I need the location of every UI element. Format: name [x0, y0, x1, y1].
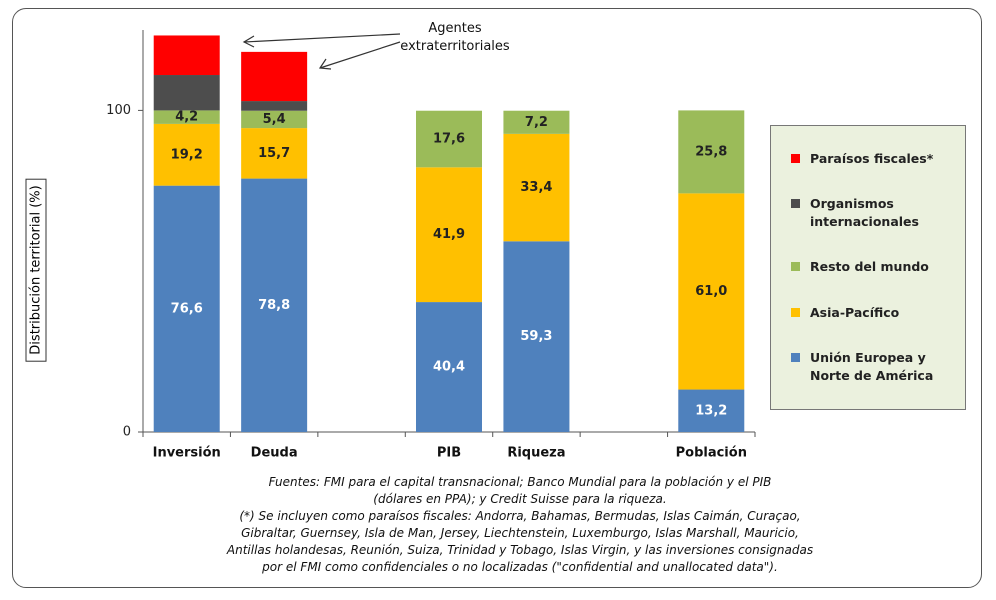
data-label: 5,4 — [263, 112, 286, 127]
data-label: 59,3 — [520, 329, 552, 344]
bar-segment — [416, 167, 482, 303]
data-label: 13,2 — [695, 403, 727, 418]
legend-item: Paraísos fiscales* — [779, 150, 957, 168]
x-tick-label: PIB — [437, 446, 461, 461]
data-label: 40,4 — [433, 360, 465, 375]
legend-item: Unión Europea y Norte de América — [779, 349, 957, 385]
bar-segment — [241, 101, 308, 111]
y-tick-label: 0 — [123, 425, 131, 440]
data-label: 76,6 — [171, 301, 203, 316]
legend-label: Resto del mundo — [810, 259, 929, 275]
bar-segment — [678, 193, 745, 390]
data-label: 7,2 — [525, 115, 548, 130]
legend: Paraísos fiscales* Organismos internacion… — [770, 125, 966, 410]
bar-segment — [153, 123, 220, 186]
bar-segment — [241, 51, 308, 102]
note-line: (*) Se incluyen como paraísos fiscales: … — [239, 509, 801, 523]
legend-swatch — [791, 262, 800, 272]
legend-label: Unión Europea y Norte de América — [810, 350, 934, 384]
legend-item: Asia-Pacífico — [779, 304, 957, 322]
data-label: 33,4 — [520, 180, 552, 195]
note-line: Antillas holandesas, Reunión, Suiza, Tri… — [226, 543, 814, 557]
bar-segment — [678, 110, 745, 194]
bar-segment — [503, 241, 570, 432]
legend-label: Organismos internacionales — [810, 196, 919, 230]
legend-swatch — [791, 199, 800, 209]
data-label: 4,2 — [175, 110, 198, 125]
bar-segment — [241, 178, 308, 432]
bar-segment — [241, 128, 308, 179]
notes: Fuentes: FMI para el capital transnacion… — [130, 474, 910, 576]
annotation-arrows — [242, 33, 401, 70]
x-tick-label: Deuda — [251, 446, 298, 461]
legend-item: Resto del mundo — [779, 258, 957, 276]
note-line: por el FMI como confidenciales o no loca… — [262, 560, 778, 574]
data-label: 61,0 — [695, 284, 727, 299]
bar-segment — [153, 35, 220, 76]
data-label: 19,2 — [171, 147, 203, 162]
x-tick-label: Inversión — [153, 446, 221, 461]
legend-label: Asia-Pacífico — [810, 304, 900, 320]
legend-swatch — [791, 307, 800, 317]
legend-swatch — [791, 353, 800, 363]
note-line: (dólares en PPA); y Credit Suisse para l… — [373, 492, 667, 506]
y-axis-label: Distribución territorial (%) — [25, 178, 47, 362]
bar-segment — [503, 110, 570, 134]
bar-segment — [416, 302, 482, 432]
legend-label: Paraísos fiscales* — [810, 150, 934, 166]
data-label: 25,8 — [695, 144, 727, 159]
x-tick-label: Población — [676, 446, 747, 461]
x-tick-label: Riqueza — [507, 446, 565, 461]
legend-swatch — [791, 153, 800, 163]
data-label: 15,7 — [258, 146, 290, 161]
bar-segment — [678, 389, 745, 432]
data-label: 17,6 — [433, 132, 465, 147]
data-label: 78,8 — [258, 298, 290, 313]
note-line: Gibraltar, Guernsey, Isla de Man, Jersey… — [241, 526, 799, 540]
data-label: 41,9 — [433, 227, 465, 242]
y-tick-label: 100 — [106, 103, 131, 118]
legend-item: Organismos internacionales — [779, 195, 957, 231]
bar-segment — [153, 110, 220, 124]
bar-segment — [416, 110, 482, 168]
bar-segment — [503, 133, 570, 242]
bar-segment — [153, 75, 220, 111]
annotation: Agentes extraterritoriales — [400, 21, 510, 54]
bar-segment — [241, 110, 308, 129]
note-line: Fuentes: FMI para el capital transnacion… — [268, 475, 772, 489]
bar-segment — [153, 185, 220, 432]
frame — [12, 8, 982, 588]
